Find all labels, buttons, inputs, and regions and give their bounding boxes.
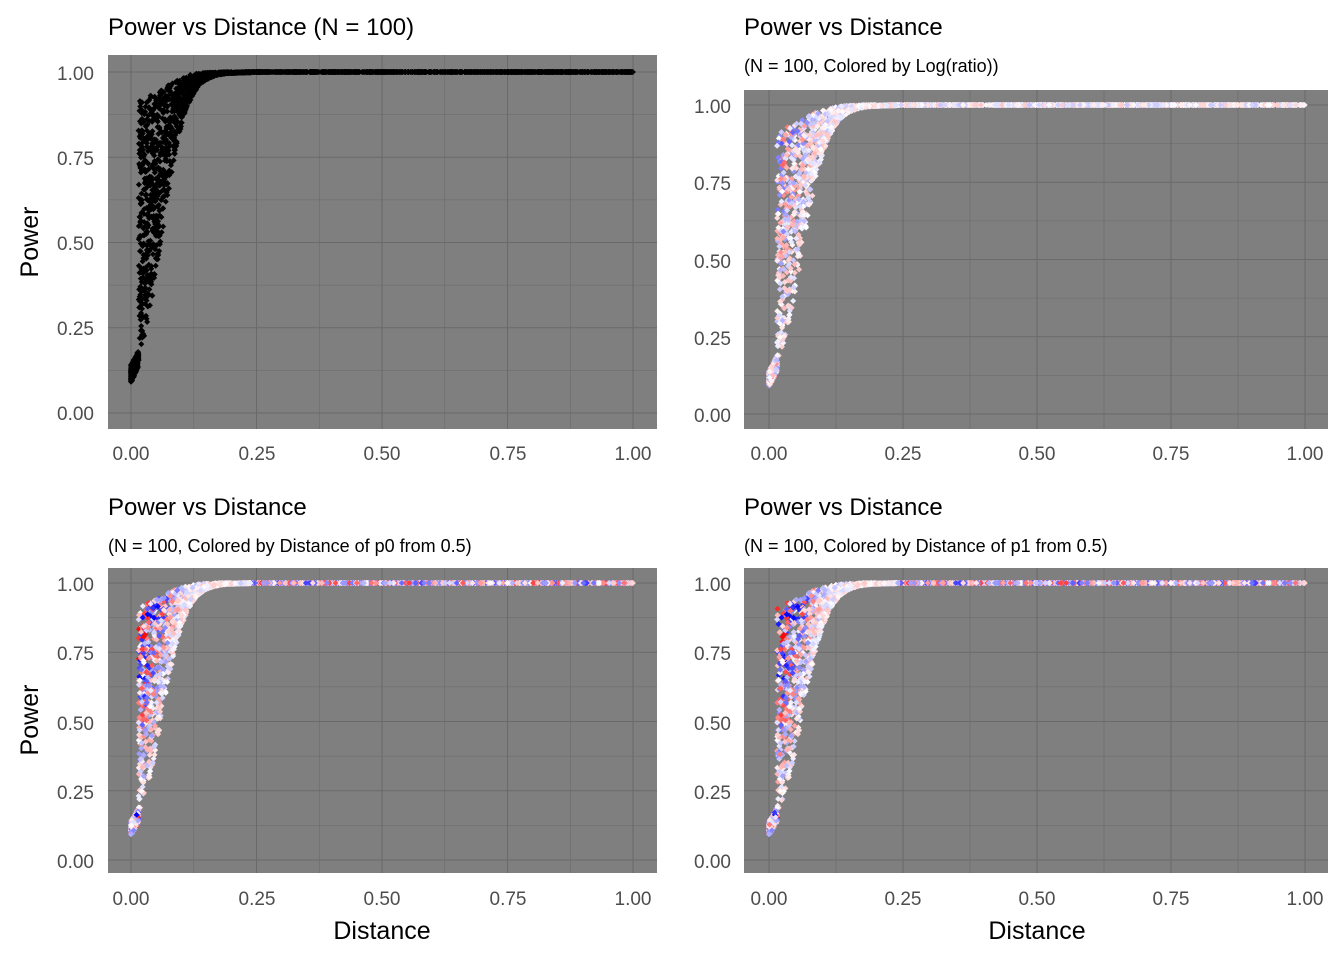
y-tick-label: 0.75 [57,149,94,170]
x-tick-label: 0.75 [490,444,527,465]
x-ticks-1: 0.00 0.25 0.50 0.75 1.00 [113,444,652,465]
y-tick-label: 0.50 [57,234,94,255]
x-tick-label: 0.00 [113,444,150,465]
x-tick-label: 0.50 [364,444,401,465]
chart-title-1: Power vs Distance (N = 100) [108,14,414,41]
x-tick-label: 0.25 [239,444,276,465]
x-tick-label: 1.00 [615,444,652,465]
y-axis-label-1: Power [16,207,44,278]
chart-title-2: Power vs Distance [744,14,943,41]
y-ticks-1: 1.00 0.75 0.50 0.25 0.00 [57,64,94,425]
y-tick-label: 0.00 [57,404,94,425]
chart-subtitle-2: (N = 100, Colored by Log(ratio)) [744,56,999,76]
y-tick-label: 1.00 [57,64,94,85]
chart-panel-1: Power vs Distance (N = 100) 1.00 0.75 0.… [16,14,657,465]
chart-panel-2: Power vs Distance (N = 100, Colored by L… [694,14,1328,465]
y-tick-label: 0.25 [57,319,94,340]
